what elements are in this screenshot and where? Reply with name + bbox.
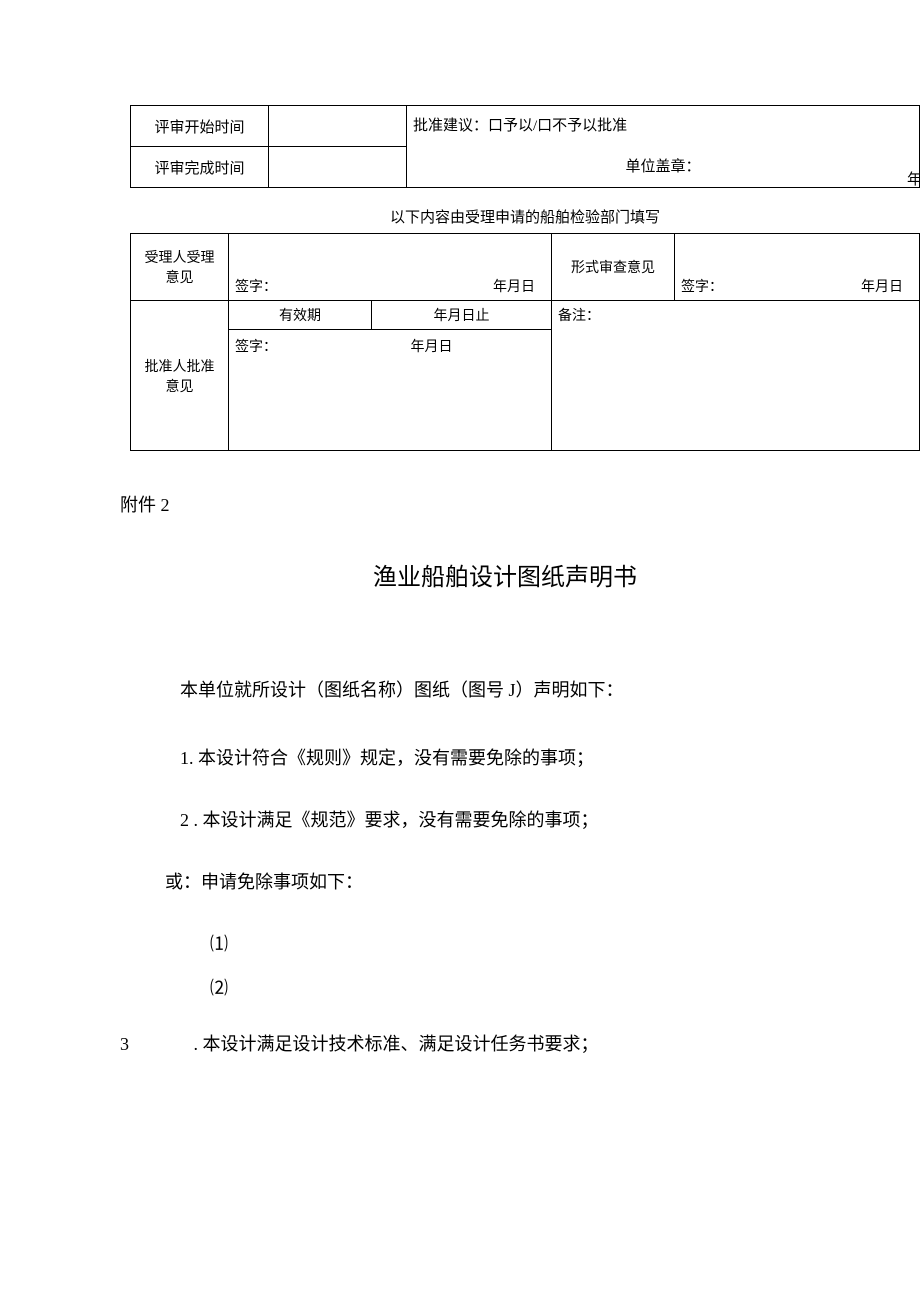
or-clause: 或：申请免除事项如下： (165, 868, 880, 894)
acceptor-sign-date: 年月日 (493, 276, 535, 296)
inspection-section-header: 以下内容由受理申请的船舶检验部门填写 (130, 206, 880, 227)
acceptor-opinion-label: 受理人受理 意见 (131, 234, 229, 301)
sub-item-2: ⑵ (210, 974, 880, 1000)
formreview-sign-label: 签字： (681, 276, 723, 296)
document-title: 渔业船舶设计图纸声明书 (130, 557, 880, 592)
review-time-table: 评审开始时间 批准建议：口予以/口不予以批准 单位盖章： 评审完成时间 (130, 105, 920, 188)
attachment-label: 附件 2 (120, 491, 880, 517)
inspection-table: 受理人受理 意见 形式审查意见 签字： 年月日 签字： 年月日 批准人批准 意见… (130, 233, 920, 451)
approval-suggestion: 批准建议：口予以/口不予以批准 (413, 114, 913, 135)
approver-opinion-label: 批准人批准 意见 (131, 301, 229, 451)
acceptor-opinion-cell (229, 234, 552, 273)
year-char: 年 (907, 168, 920, 189)
approver-sign-label: 签字： (235, 336, 277, 356)
review-end-label: 评审完成时间 (131, 147, 269, 188)
valid-period-value: 年月日止 (372, 301, 552, 329)
paragraph-1: 1. 本设计符合《规则》规定，没有需要免除的事项； (180, 744, 880, 770)
approver-sign-date: 年月日 (411, 336, 453, 356)
p3-text: . 本设计满足设计技术标准、满足设计任务书要求； (194, 1034, 599, 1054)
formreview-sign-date: 年月日 (861, 276, 903, 296)
unit-stamp-label: 单位盖章： (413, 155, 913, 176)
form-review-cell (675, 234, 920, 273)
valid-period-label: 有效期 (229, 301, 372, 329)
review-start-label: 评审开始时间 (131, 106, 269, 147)
paragraph-3: 3 . 本设计满足设计技术标准、满足设计任务书要求； (120, 1030, 880, 1056)
review-end-value (269, 147, 407, 188)
intro-paragraph: 本单位就所设计（图纸名称）图纸（图号 J）声明如下： (180, 672, 880, 708)
p3-number: 3 (120, 1034, 129, 1054)
review-start-value (269, 106, 407, 147)
paragraph-2: 2 . 本设计满足《规范》要求，没有需要免除的事项； (180, 806, 880, 832)
acceptor-sign-label: 签字： (235, 276, 277, 296)
sub-item-1: ⑴ (210, 930, 880, 956)
form-review-label: 形式审查意见 (552, 234, 675, 301)
note-label: 备注： (558, 309, 600, 324)
